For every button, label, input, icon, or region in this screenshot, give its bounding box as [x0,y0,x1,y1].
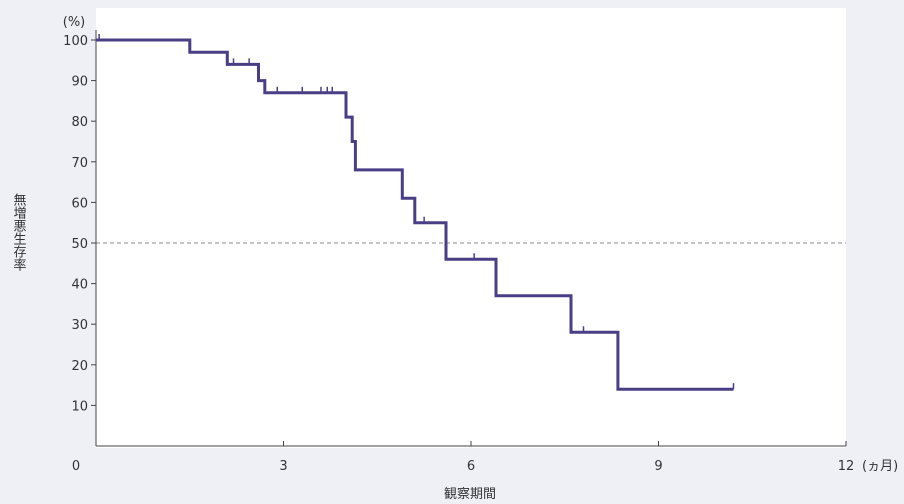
plot-area [96,8,846,448]
y-tick-label: 60 [71,196,88,211]
y-tick-label: 90 [71,75,88,90]
y-unit-label: (%) [63,15,86,30]
y-tick-label: 100 [63,34,88,49]
axes: 10 20 30 40 50 60 70 80 90 100 0 3 6 9 12 [63,30,854,474]
x-axis-title: 観察期間 [444,487,496,502]
y-tick-label: 20 [71,359,88,374]
y-tick-label: 10 [71,399,88,414]
x-unit-label: (ヵ月) [862,459,898,474]
y-tick-label: 70 [71,156,88,171]
y-tick-label: 50 [71,237,88,252]
series-layer [96,34,735,391]
label-layer: (%) (ヵ月) 観察期間 無増悪生存率 [11,15,899,502]
x-tick-label: 3 [279,459,287,474]
survival-step-line [96,38,734,391]
x-tick-label: 0 [72,459,80,474]
y-tick-label: 30 [71,318,88,333]
x-tick-label: 12 [838,459,855,474]
y-axis-title: 無増悪生存率 [11,193,27,271]
x-tick-label: 9 [654,459,662,474]
y-tick-label: 80 [71,115,88,130]
y-tick-label: 40 [71,278,88,293]
x-tick-label: 6 [467,459,475,474]
